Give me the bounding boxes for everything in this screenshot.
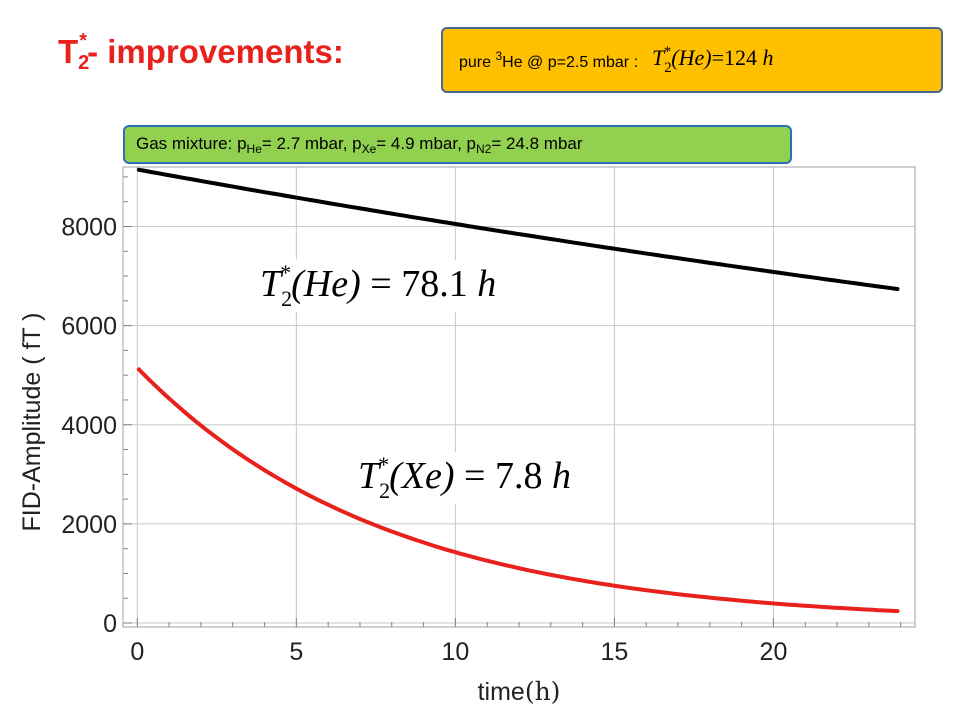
pure-helium-box: pure 3He @ p=2.5 mbar : T2*(He)=124 h: [441, 27, 943, 93]
axis-ticks: [123, 176, 902, 627]
gas-mixture-box: Gas mixture: pHe= 2.7 mbar, pXe= 4.9 mba…: [123, 125, 792, 164]
pure-helium-condition: pure 3He @ p=2.5 mbar :: [459, 48, 639, 71]
xenon-t2-formula: T2*(Xe) = 7.8 h: [354, 452, 575, 504]
x-tick-label: 0: [130, 638, 144, 666]
y-tick-label: 6000: [61, 313, 117, 341]
y-tick-label: 2000: [61, 511, 117, 539]
x-tick-label: 20: [760, 638, 788, 666]
x-tick-label: 5: [289, 638, 303, 666]
series-line-2: [136, 367, 900, 614]
slide-title: T2*- improvements:: [58, 30, 344, 74]
x-tick-label: 10: [441, 638, 469, 666]
y-tick-label: 4000: [61, 412, 117, 440]
plot-frame: [122, 166, 916, 628]
pure-helium-t2-formula: T2*(He)=124 h: [652, 43, 774, 76]
tick-labels: 0 5 10 15 20 0 2000 4000 6000 8000: [61, 213, 787, 666]
y-axis-label: FID-Amplitude ( fT ): [18, 312, 46, 531]
series-lines: [136, 167, 900, 614]
x-tick-label: 15: [601, 638, 629, 666]
y-tick-label: 0: [103, 610, 117, 638]
x-axis-label: time(h): [478, 677, 561, 706]
helium-t2-formula: T2*(He) = 78.1 h: [256, 260, 501, 312]
series-line-1: [136, 167, 900, 291]
y-tick-label: 8000: [61, 213, 117, 241]
gas-mixture-text: Gas mixture: pHe= 2.7 mbar, pXe= 4.9 mba…: [136, 133, 583, 156]
